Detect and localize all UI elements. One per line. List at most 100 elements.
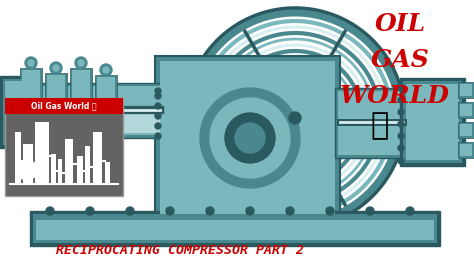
Circle shape	[28, 60, 34, 66]
Bar	[460, 104, 472, 116]
Bar	[33, 214, 437, 243]
Circle shape	[326, 207, 334, 215]
Bar	[45, 73, 67, 103]
Circle shape	[398, 145, 404, 151]
Circle shape	[269, 159, 274, 164]
Circle shape	[155, 93, 161, 99]
Bar	[65, 139, 73, 184]
Bar	[0, 76, 30, 148]
Text: RECIPROCATING COMPRESSOR PART 2: RECIPROCATING COMPRESSOR PART 2	[56, 244, 304, 257]
Circle shape	[223, 156, 228, 161]
Bar	[458, 142, 474, 158]
Bar	[403, 81, 462, 163]
Circle shape	[210, 98, 290, 178]
Circle shape	[398, 121, 404, 127]
Circle shape	[235, 123, 265, 153]
Text: GAS: GAS	[371, 48, 429, 72]
Circle shape	[277, 100, 313, 136]
Circle shape	[155, 133, 161, 139]
Bar	[5, 81, 25, 143]
Circle shape	[228, 116, 272, 160]
Bar	[22, 70, 40, 101]
Circle shape	[280, 135, 284, 140]
Circle shape	[46, 207, 54, 215]
Circle shape	[166, 207, 174, 215]
Bar	[85, 146, 90, 184]
Circle shape	[223, 115, 228, 120]
Bar	[30, 211, 440, 246]
Bar	[72, 70, 90, 101]
Circle shape	[216, 140, 221, 145]
Circle shape	[262, 107, 267, 112]
Bar	[460, 84, 472, 96]
Text: OIL: OIL	[374, 12, 426, 36]
Circle shape	[126, 207, 134, 215]
Circle shape	[237, 105, 242, 110]
Circle shape	[17, 160, 37, 180]
Circle shape	[275, 119, 280, 124]
Circle shape	[218, 148, 223, 153]
Bar	[155, 56, 340, 231]
Bar	[95, 75, 117, 103]
Bar	[458, 82, 474, 98]
Circle shape	[236, 124, 264, 152]
Bar	[458, 102, 474, 118]
Circle shape	[50, 62, 62, 74]
Bar	[77, 156, 83, 184]
Circle shape	[254, 167, 259, 172]
Circle shape	[246, 207, 254, 215]
Circle shape	[275, 152, 280, 157]
Circle shape	[289, 112, 301, 124]
Circle shape	[155, 88, 161, 94]
Circle shape	[246, 103, 250, 109]
Circle shape	[406, 207, 414, 215]
Bar	[15, 132, 21, 184]
Circle shape	[280, 135, 284, 140]
Bar	[338, 91, 427, 155]
Text: WORLD: WORLD	[340, 84, 450, 108]
Circle shape	[155, 123, 161, 129]
Text: Oil Gas World 🌍: Oil Gas World 🌍	[31, 102, 97, 110]
Bar	[51, 154, 56, 184]
Circle shape	[269, 112, 274, 117]
Bar	[8, 86, 162, 135]
Bar	[5, 98, 123, 196]
Circle shape	[78, 60, 84, 66]
Circle shape	[398, 158, 404, 164]
Circle shape	[86, 207, 94, 215]
Text: 🌍: 🌍	[371, 111, 389, 140]
Circle shape	[398, 97, 404, 103]
Circle shape	[216, 131, 221, 136]
Bar	[23, 144, 33, 184]
Bar	[400, 78, 465, 166]
Circle shape	[218, 123, 223, 128]
Circle shape	[286, 207, 294, 215]
Circle shape	[283, 106, 307, 130]
Bar	[5, 83, 165, 138]
Circle shape	[278, 127, 283, 132]
Circle shape	[155, 113, 161, 119]
Circle shape	[220, 108, 280, 168]
Circle shape	[229, 109, 234, 114]
Bar	[35, 122, 49, 184]
Bar	[20, 68, 42, 103]
Circle shape	[25, 57, 37, 69]
Circle shape	[229, 162, 234, 167]
Bar	[460, 124, 472, 136]
Circle shape	[103, 67, 109, 73]
Circle shape	[100, 64, 112, 76]
Circle shape	[200, 88, 300, 188]
Circle shape	[53, 65, 59, 71]
Circle shape	[262, 164, 267, 169]
Circle shape	[398, 85, 404, 91]
Circle shape	[366, 207, 374, 215]
Circle shape	[278, 144, 283, 149]
Bar	[97, 77, 115, 101]
Bar	[47, 75, 65, 101]
Bar	[36, 220, 434, 240]
Circle shape	[254, 104, 259, 109]
Bar	[93, 132, 102, 184]
Bar	[335, 88, 430, 158]
Bar	[160, 61, 335, 226]
Circle shape	[237, 166, 242, 171]
